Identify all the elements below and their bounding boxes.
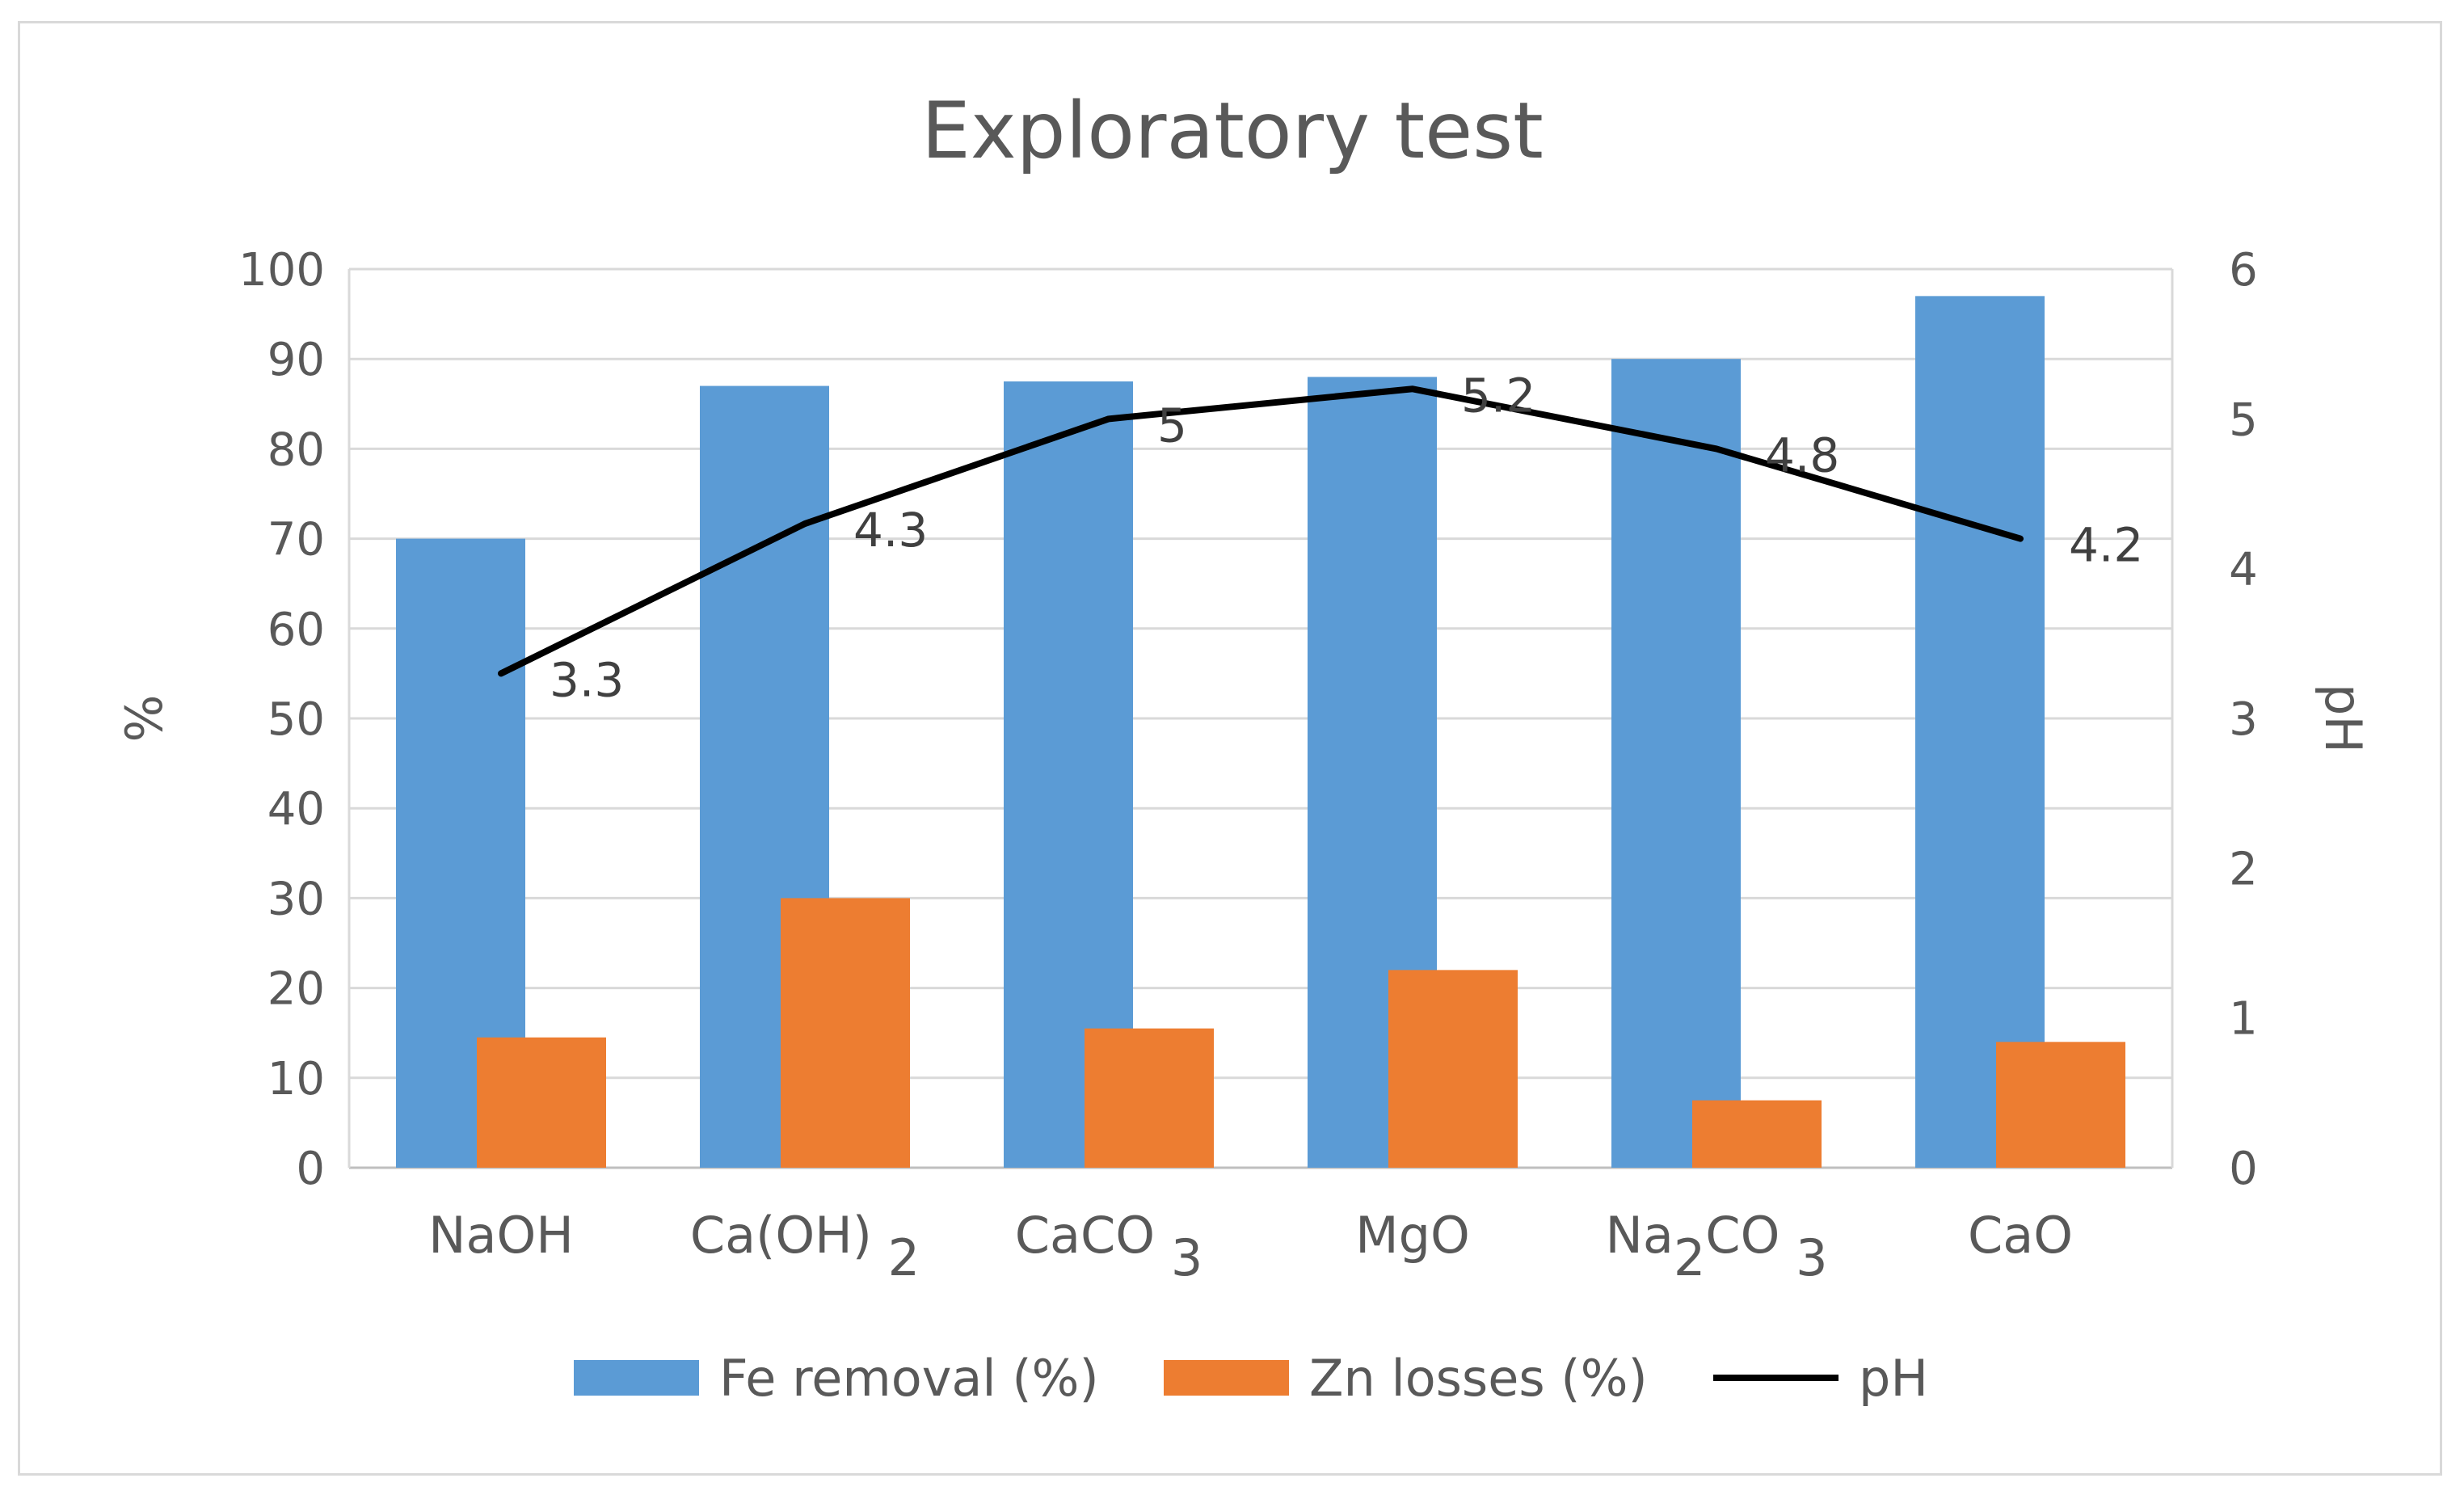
y-tick-10: 10 [267,1053,325,1105]
ph-label-CaCO3: 5 [1157,398,1187,453]
y-tick-50: 50 [267,693,325,746]
y2-tick-2: 2 [2229,843,2258,895]
zn-losses-bar-Na2CO3 [1692,1100,1822,1168]
y-axis-title: % [115,695,174,743]
zn-losses-bar-MgO [1388,970,1518,1168]
y2-tick-6: 6 [2229,244,2258,297]
y-tick-0: 0 [296,1143,325,1195]
ph-label-CaO: 4.2 [2069,518,2143,573]
legend: Fe removal (%) Zn losses (%) pH [574,1349,1928,1408]
x-tick-CaCO3: CaCO 3 [1015,1206,1203,1287]
x-tick-MgO: MgO [1355,1206,1470,1265]
ph-label-Na2CO3: 4.8 [1765,427,1839,482]
x-tick-Ca(OH)2: Ca(OH) 2 [690,1206,920,1287]
y-tick-80: 80 [267,423,325,476]
fe-removal-bar-CaO [1915,296,2045,1168]
ph-label-MgO: 5.2 [1461,368,1535,423]
y-tick-40: 40 [267,783,325,836]
ph-label-Ca(OH)2: 4.3 [853,503,928,558]
bars-layer [396,296,2125,1168]
gridlines [347,267,2174,1169]
y2-tick-4: 4 [2229,544,2258,596]
axes-layer: 0 10 20 30 40 50 60 70 80 90 100 0 1 2 3 4 5 6% pH NaOH Ca(O… [115,244,2373,1287]
y-tick-30: 30 [267,873,325,925]
legend-swatch-fe-removal [574,1360,699,1396]
ph-label-NaOH: 3.3 [550,652,624,707]
y2-tick-1: 1 [2229,993,2258,1046]
ph-line [498,385,2024,677]
y-tick-100: 100 [238,244,325,297]
fe-removal-bar-Na2CO3 [1611,359,1741,1168]
y2-tick-5: 5 [2229,394,2258,446]
y-tick-70: 70 [267,514,325,566]
legend-swatch-zn-losses [1164,1360,1289,1396]
ph-line-layer: 3.3 4.3 5 5.2 4.8 4.2 [498,368,2143,707]
y-tick-60: 60 [267,604,325,656]
y-tick-90: 90 [267,334,325,386]
legend-label-zn-losses: Zn losses (%) [1309,1349,1648,1408]
zn-losses-bar-Ca(OH)2 [781,898,910,1168]
legend-label-fe-removal: Fe removal (%) [719,1349,1099,1408]
y2-tick-0: 0 [2229,1143,2258,1195]
zn-losses-bar-CaO [1996,1042,2125,1168]
y2-tick-3: 3 [2229,693,2258,746]
chart-title: Exploratory test [921,86,1544,176]
x-tick-NaOH: NaOH [428,1206,574,1265]
legend-label-ph: pH [1859,1349,1928,1408]
x-tick-Na2CO3: Na2CO 3 [1605,1206,1827,1287]
zn-losses-bar-CaCO3 [1085,1028,1214,1168]
x-tick-CaO: CaO [1968,1206,2073,1265]
zn-losses-bar-NaOH [477,1037,606,1168]
y2-axis-title: pH [2314,684,2373,753]
y-tick-20: 20 [267,963,325,1016]
